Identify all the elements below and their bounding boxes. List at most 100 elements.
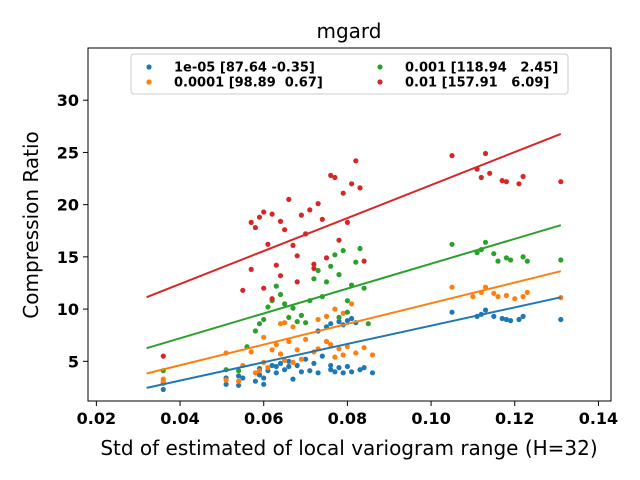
point-s3-43 <box>516 181 522 187</box>
point-s1-39 <box>349 301 355 307</box>
point-s3-21 <box>328 172 334 178</box>
point-s0-34 <box>349 369 355 375</box>
point-s0-7 <box>252 378 258 384</box>
point-s0-21 <box>294 362 300 369</box>
point-s0-24 <box>307 368 313 374</box>
point-s2-11 <box>282 301 288 307</box>
point-s3-39 <box>482 150 489 157</box>
point-s3-30 <box>248 266 254 272</box>
point-s0-8 <box>256 372 263 378</box>
point-s3-34 <box>294 279 300 285</box>
point-s1-46 <box>503 292 509 299</box>
point-s2-21 <box>323 279 330 285</box>
legend-label-0: 1e-05 [87.64 -0.35] <box>174 61 315 76</box>
point-s0-5 <box>236 373 242 379</box>
point-s2-15 <box>298 312 304 318</box>
point-s2-29 <box>357 245 363 252</box>
point-s1-12 <box>273 342 279 348</box>
point-s1-48 <box>520 294 526 300</box>
point-s0-44 <box>503 316 509 323</box>
point-s1-35 <box>315 316 321 323</box>
point-s3-31 <box>261 285 267 291</box>
x-axis-label: Std of estimated of local variogram rang… <box>100 436 597 460</box>
point-s3-13 <box>294 253 300 259</box>
point-s3-7 <box>269 211 275 217</box>
point-s1-30 <box>369 352 376 358</box>
point-s2-37 <box>482 239 489 245</box>
point-s3-41 <box>499 178 505 184</box>
point-s1-15 <box>286 338 292 345</box>
point-s3-18 <box>315 201 321 207</box>
point-s3-42 <box>503 179 509 185</box>
point-s0-51 <box>328 321 334 327</box>
point-s1-37 <box>332 306 338 312</box>
point-s0-0 <box>160 386 166 393</box>
point-s2-13 <box>290 305 296 311</box>
point-s1-19 <box>303 336 309 342</box>
x-tick-label-6: 0.14 <box>579 409 618 428</box>
point-s2-30 <box>361 285 367 291</box>
point-s2-7 <box>265 304 271 310</box>
point-s0-22 <box>298 369 304 375</box>
point-s1-1 <box>160 376 166 382</box>
point-s3-6 <box>265 241 271 247</box>
x-tick-label-5: 0.12 <box>495 409 534 428</box>
point-s1-10 <box>265 365 271 371</box>
y-tick-label-3: 20 <box>57 196 79 215</box>
point-s1-36 <box>323 313 330 319</box>
point-s3-1 <box>240 287 246 293</box>
point-s0-41 <box>482 307 489 313</box>
point-s3-35 <box>311 265 317 271</box>
fit-line-0 <box>146 296 562 389</box>
point-s3-14 <box>298 212 304 218</box>
point-s0-32 <box>340 370 346 376</box>
point-s0-45 <box>508 318 514 324</box>
point-s2-41 <box>508 257 514 263</box>
point-s1-41 <box>470 294 476 300</box>
point-s2-12 <box>286 314 292 320</box>
point-s2-43 <box>524 258 530 264</box>
point-s2-31 <box>365 321 371 327</box>
series-2 <box>160 239 564 374</box>
point-s1-49 <box>524 289 530 295</box>
point-s2-9 <box>273 283 279 289</box>
series-3 <box>160 150 564 359</box>
point-s2-19 <box>315 267 321 274</box>
point-s0-20 <box>290 376 296 382</box>
x-tick-label-3: 0.08 <box>328 409 367 428</box>
point-s2-16 <box>303 320 309 326</box>
point-s3-24 <box>340 190 346 196</box>
point-s3-25 <box>344 219 350 225</box>
point-s3-4 <box>256 214 263 220</box>
point-s0-19 <box>286 358 292 364</box>
axes-frame <box>87 47 612 402</box>
point-s3-32 <box>269 296 275 302</box>
legend-marker-3 <box>377 79 383 85</box>
point-s1-45 <box>495 294 501 300</box>
legend-marker-2 <box>377 64 383 70</box>
legend-label-1: 0.0001 [98.89 0.67] <box>174 76 323 91</box>
legend-marker-1 <box>146 79 152 85</box>
point-s1-31 <box>261 334 267 340</box>
point-s0-36 <box>361 365 367 371</box>
point-s2-5 <box>256 321 263 327</box>
point-s0-13 <box>269 362 275 369</box>
point-s3-3 <box>252 225 258 231</box>
point-s3-5 <box>261 209 267 215</box>
point-s0-35 <box>357 367 363 373</box>
point-s0-48 <box>558 316 564 323</box>
point-s3-28 <box>357 185 363 191</box>
point-s3-11 <box>286 196 292 202</box>
point-s2-42 <box>520 254 526 260</box>
point-s3-17 <box>311 261 317 267</box>
point-s3-9 <box>277 218 284 224</box>
point-s0-38 <box>449 309 455 315</box>
point-s1-32 <box>277 321 284 327</box>
legend-box <box>130 53 569 95</box>
point-s3-2 <box>248 219 254 225</box>
x-tick-label-0: 0.02 <box>77 409 116 428</box>
y-tick-label-2: 15 <box>57 248 79 267</box>
point-s2-6 <box>261 316 267 323</box>
point-s3-10 <box>282 227 288 233</box>
point-s0-27 <box>319 353 325 359</box>
